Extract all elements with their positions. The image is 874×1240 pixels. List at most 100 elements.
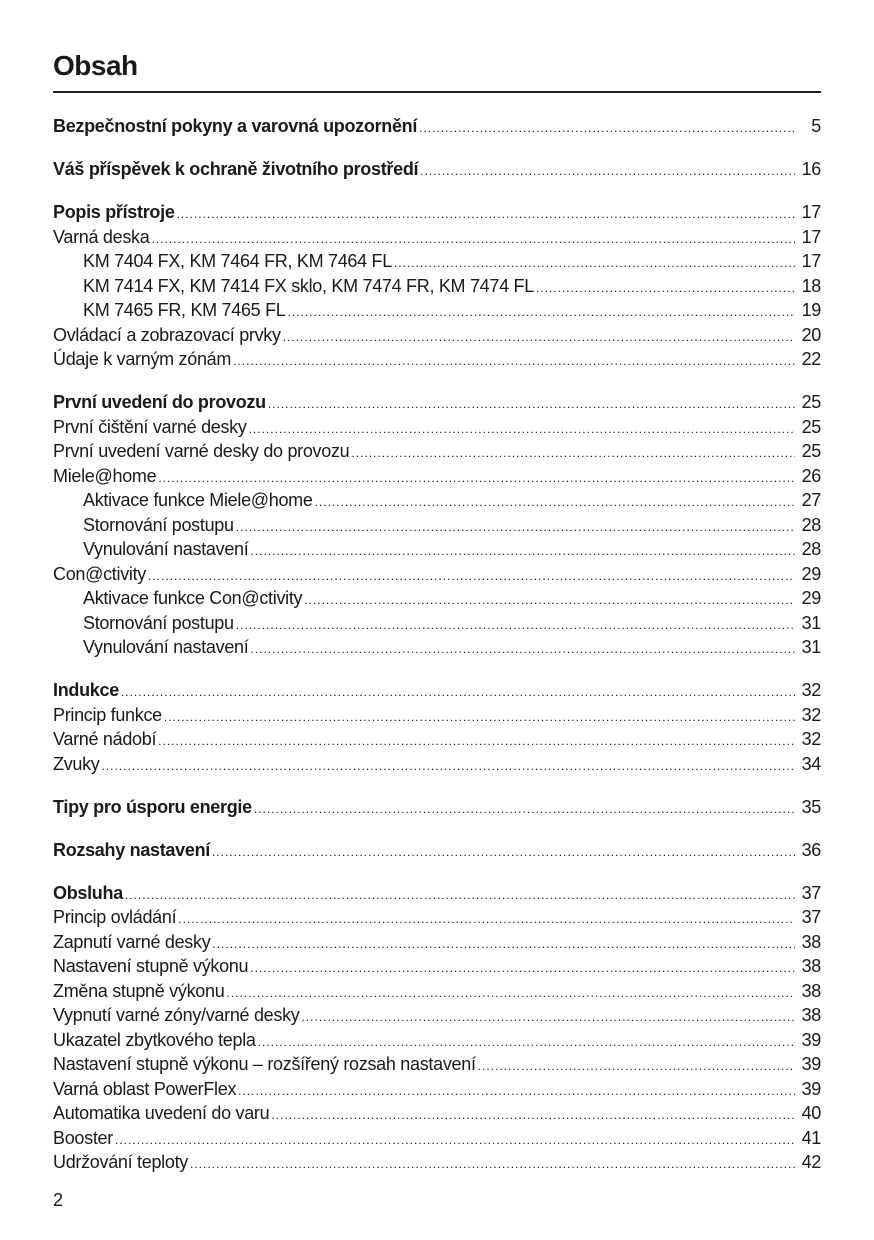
toc-entry-page: 37	[801, 907, 822, 927]
toc-entry-page: 29	[801, 563, 822, 584]
toc-entry[interactable]: Změna stupně výkonu 38	[53, 979, 821, 1004]
toc-entry-page: 28	[801, 514, 822, 535]
toc-entry[interactable]: Princip ovládání 37	[53, 905, 821, 930]
toc-entry-page: 38	[801, 956, 822, 976]
toc-entry[interactable]: Ukazatel zbytkového tepla 39	[53, 1028, 821, 1053]
dot-leader	[121, 680, 795, 705]
dot-leader	[250, 637, 795, 662]
toc-entry-page: 32	[801, 704, 822, 725]
toc-entry-label: Varné nádobí	[53, 729, 157, 749]
toc-section: Indukce 32 Princip funkce 32 Varné nádobí 32 Z…	[53, 678, 821, 776]
dot-leader	[250, 956, 795, 981]
toc-entry[interactable]: KM 7404 FX, KM 7464 FR, KM 7464 FL 17	[53, 249, 821, 274]
dot-leader	[268, 392, 795, 417]
toc-entry[interactable]: Varná oblast PowerFlex 39	[53, 1077, 821, 1102]
toc-entry[interactable]: Aktivace funkce Con@ctivity 29	[53, 586, 821, 611]
toc-chapter-entry[interactable]: Popis přístroje 17	[53, 200, 821, 225]
toc-entry-label: Vynulování nastavení	[83, 539, 249, 559]
toc-chapter-entry[interactable]: Váš příspěvek k ochraně životního prostř…	[53, 157, 821, 182]
toc-entry[interactable]: Automatika uvedení do varu 40	[53, 1101, 821, 1126]
dot-leader	[238, 1079, 795, 1104]
dot-leader	[419, 116, 795, 141]
toc-entry[interactable]: Zvuky 34	[53, 752, 821, 777]
dot-leader	[394, 251, 795, 276]
dot-leader	[258, 1030, 795, 1055]
toc-entry-page: 35	[801, 796, 822, 817]
toc-entry[interactable]: Princip funkce 32	[53, 703, 821, 728]
dot-leader	[271, 1103, 795, 1128]
dot-leader	[420, 159, 795, 184]
toc-entry-page: 29	[801, 588, 822, 608]
toc-entry-label: Princip funkce	[53, 704, 162, 725]
toc-entry-label: KM 7465 FR, KM 7465 FL	[83, 300, 286, 320]
toc-entry-label: Tipy pro úsporu energie	[53, 796, 252, 817]
toc-entry-page: 38	[801, 931, 822, 952]
toc-entry[interactable]: Miele@home 26	[53, 464, 821, 489]
toc-entry-page: 5	[811, 116, 821, 136]
toc-entry[interactable]: Údaje k varným zónám 22	[53, 347, 821, 372]
toc-entry-page: 38	[801, 1005, 822, 1025]
dot-leader	[250, 539, 795, 564]
toc-entry[interactable]: Vypnutí varné zóny/varné desky 38	[53, 1003, 821, 1028]
toc-entry-label: Aktivace funkce Con@ctivity	[83, 588, 303, 608]
table-of-contents: Bezpečnostní pokyny a varovná upozornění…	[53, 114, 821, 1193]
dot-leader	[164, 705, 795, 730]
toc-entry-page: 34	[801, 753, 822, 774]
toc-entry-page: 36	[801, 839, 822, 860]
toc-entry-label: Con@ctivity	[53, 563, 146, 584]
toc-entry-page: 39	[801, 1078, 822, 1099]
dot-leader	[226, 981, 795, 1006]
dot-leader	[148, 564, 795, 589]
toc-entry-page: 25	[801, 416, 822, 437]
toc-entry-page: 42	[801, 1152, 822, 1172]
toc-chapter-entry[interactable]: První uvedení do provozu 25	[53, 390, 821, 415]
dot-leader	[249, 417, 795, 442]
toc-entry[interactable]: První čištění varné desky 25	[53, 415, 821, 440]
toc-entry-label: Váš příspěvek k ochraně životního prostř…	[53, 159, 419, 179]
toc-entry[interactable]: KM 7465 FR, KM 7465 FL 19	[53, 298, 821, 323]
toc-entry-page: 22	[801, 349, 822, 369]
toc-entry-label: Varná deska	[53, 226, 150, 247]
dot-leader	[212, 932, 795, 957]
toc-entry-page: 38	[801, 980, 822, 1001]
dot-leader	[351, 441, 795, 466]
toc-entry-page: 39	[801, 1054, 822, 1074]
toc-entry[interactable]: První uvedení varné desky do provozu 25	[53, 439, 821, 464]
toc-entry[interactable]: Nastavení stupně výkonu 38	[53, 954, 821, 979]
dot-leader	[304, 588, 795, 613]
toc-entry[interactable]: Vynulování nastavení 28	[53, 537, 821, 562]
dot-leader	[190, 1152, 795, 1177]
toc-entry[interactable]: Vynulování nastavení 31	[53, 635, 821, 660]
toc-entry-page: 32	[801, 729, 822, 749]
dot-leader	[236, 613, 795, 638]
toc-entry-label: Varná oblast PowerFlex	[53, 1078, 237, 1099]
toc-entry[interactable]: KM 7414 FX, KM 7414 FX sklo, KM 7474 FR,…	[53, 274, 821, 299]
toc-entry[interactable]: Zapnutí varné desky 38	[53, 930, 821, 955]
toc-entry[interactable]: Booster 41	[53, 1126, 821, 1151]
toc-chapter-entry[interactable]: Obsluha 37	[53, 881, 821, 906]
dot-leader	[102, 754, 795, 779]
toc-entry-label: Automatika uvedení do varu	[53, 1103, 270, 1123]
toc-entry[interactable]: Stornování postupu 28	[53, 513, 821, 538]
page-title: Obsah	[53, 50, 138, 81]
toc-entry-label: Zapnutí varné desky	[53, 931, 211, 952]
toc-entry-label: Miele@home	[53, 465, 157, 486]
toc-chapter-entry[interactable]: Indukce 32	[53, 678, 821, 703]
toc-section: Tipy pro úsporu energie 35	[53, 795, 821, 820]
toc-entry[interactable]: Udržování teploty 42	[53, 1150, 821, 1175]
toc-entry-page: 41	[801, 1127, 822, 1148]
toc-entry-page: 16	[801, 159, 822, 179]
toc-chapter-entry[interactable]: Bezpečnostní pokyny a varovná upozornění…	[53, 114, 821, 139]
toc-entry-label: Indukce	[53, 680, 119, 700]
toc-entry[interactable]: Varná deska 17	[53, 225, 821, 250]
toc-entry-label: Nastavení stupně výkonu	[53, 956, 249, 976]
toc-entry-page: 37	[801, 882, 822, 903]
toc-entry[interactable]: Con@ctivity 29	[53, 562, 821, 587]
toc-entry[interactable]: Stornování postupu 31	[53, 611, 821, 636]
toc-chapter-entry[interactable]: Tipy pro úsporu energie 35	[53, 795, 821, 820]
toc-chapter-entry[interactable]: Rozsahy nastavení 36	[53, 838, 821, 863]
toc-entry[interactable]: Varné nádobí 32	[53, 727, 821, 752]
toc-entry[interactable]: Aktivace funkce Miele@home 27	[53, 488, 821, 513]
toc-entry[interactable]: Nastavení stupně výkonu – rozšířený rozs…	[53, 1052, 821, 1077]
toc-entry[interactable]: Ovládací a zobrazovací prvky 20	[53, 323, 821, 348]
